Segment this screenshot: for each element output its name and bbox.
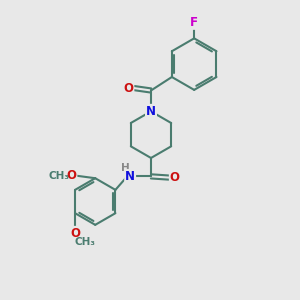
Text: O: O bbox=[66, 169, 76, 182]
Text: H: H bbox=[121, 163, 130, 173]
Text: N: N bbox=[125, 170, 135, 183]
Text: O: O bbox=[170, 171, 180, 184]
Text: O: O bbox=[70, 227, 80, 240]
Text: N: N bbox=[146, 105, 156, 118]
Text: F: F bbox=[190, 16, 198, 29]
Text: O: O bbox=[123, 82, 134, 94]
Text: CH₃: CH₃ bbox=[74, 237, 95, 247]
Text: N: N bbox=[146, 105, 156, 118]
Text: CH₃: CH₃ bbox=[49, 171, 70, 181]
